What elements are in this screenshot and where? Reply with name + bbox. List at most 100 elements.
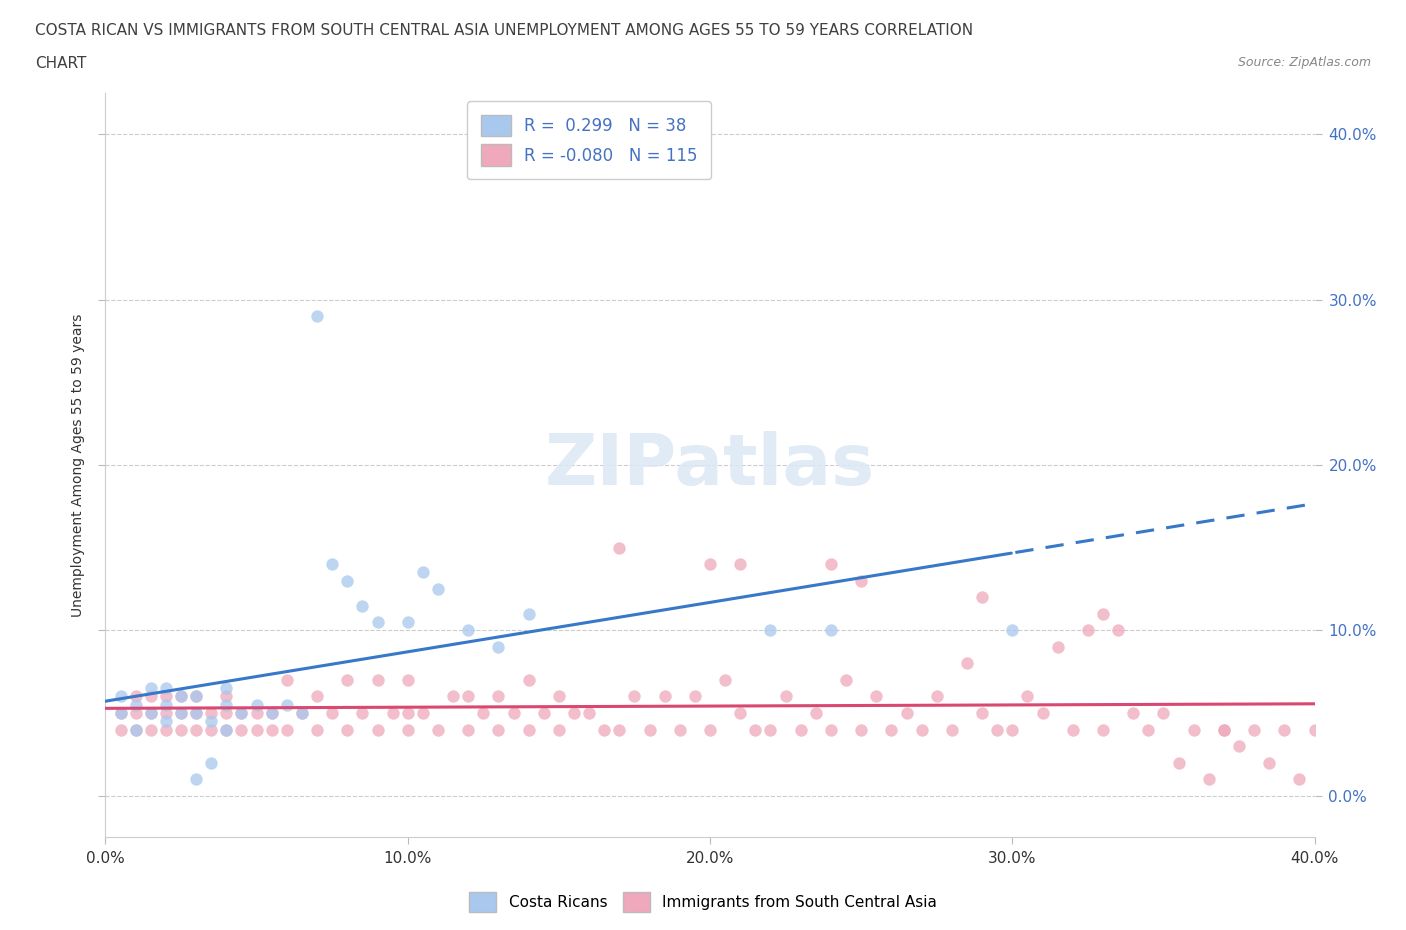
Point bbox=[986, 722, 1008, 737]
Text: CHART: CHART bbox=[35, 56, 87, 71]
Point bbox=[231, 706, 253, 721]
Point bbox=[593, 722, 616, 737]
Point bbox=[215, 722, 238, 737]
Point bbox=[215, 722, 238, 737]
Point bbox=[307, 722, 329, 737]
Point bbox=[139, 706, 162, 721]
Point bbox=[548, 722, 571, 737]
Point bbox=[1212, 722, 1236, 737]
Point bbox=[231, 722, 253, 737]
Point bbox=[1032, 706, 1054, 721]
Point bbox=[1212, 722, 1236, 737]
Point bbox=[155, 681, 177, 696]
Point bbox=[849, 722, 872, 737]
Point bbox=[125, 722, 148, 737]
Point bbox=[110, 706, 132, 721]
Point bbox=[941, 722, 963, 737]
Point bbox=[1092, 606, 1115, 621]
Point bbox=[110, 689, 132, 704]
Point bbox=[427, 722, 450, 737]
Point bbox=[925, 689, 948, 704]
Point bbox=[699, 722, 721, 737]
Point bbox=[775, 689, 797, 704]
Point bbox=[139, 706, 162, 721]
Point bbox=[307, 309, 329, 324]
Point bbox=[562, 706, 585, 721]
Point bbox=[730, 706, 752, 721]
Point bbox=[260, 706, 283, 721]
Point bbox=[396, 615, 419, 630]
Point bbox=[155, 706, 177, 721]
Point bbox=[215, 698, 238, 712]
Point bbox=[1017, 689, 1039, 704]
Point bbox=[956, 656, 979, 671]
Point bbox=[396, 722, 419, 737]
Point bbox=[215, 681, 238, 696]
Point bbox=[714, 672, 737, 687]
Point bbox=[517, 606, 540, 621]
Point bbox=[638, 722, 661, 737]
Point bbox=[488, 722, 510, 737]
Point bbox=[820, 722, 842, 737]
Point bbox=[730, 557, 752, 572]
Point bbox=[759, 722, 782, 737]
Point bbox=[970, 706, 993, 721]
Point bbox=[125, 722, 148, 737]
Text: COSTA RICAN VS IMMIGRANTS FROM SOUTH CENTRAL ASIA UNEMPLOYMENT AMONG AGES 55 TO : COSTA RICAN VS IMMIGRANTS FROM SOUTH CEN… bbox=[35, 23, 973, 38]
Point bbox=[744, 722, 766, 737]
Point bbox=[352, 598, 374, 613]
Legend: R =  0.299   N = 38, R = -0.080   N = 115: R = 0.299 N = 38, R = -0.080 N = 115 bbox=[467, 101, 711, 179]
Point bbox=[352, 706, 374, 721]
Point bbox=[609, 722, 631, 737]
Point bbox=[246, 706, 269, 721]
Point bbox=[307, 689, 329, 704]
Point bbox=[1122, 706, 1144, 721]
Point bbox=[336, 672, 359, 687]
Point bbox=[170, 689, 193, 704]
Point bbox=[820, 557, 842, 572]
Point bbox=[291, 706, 314, 721]
Point bbox=[1303, 722, 1326, 737]
Point bbox=[186, 772, 208, 787]
Point bbox=[366, 722, 388, 737]
Point bbox=[412, 565, 434, 580]
Point bbox=[366, 615, 388, 630]
Point bbox=[533, 706, 555, 721]
Point bbox=[699, 557, 721, 572]
Point bbox=[186, 689, 208, 704]
Point bbox=[381, 706, 404, 721]
Point bbox=[820, 623, 842, 638]
Point bbox=[155, 722, 177, 737]
Point bbox=[1227, 738, 1250, 753]
Point bbox=[276, 722, 298, 737]
Point bbox=[1077, 623, 1099, 638]
Point bbox=[835, 672, 858, 687]
Point bbox=[110, 722, 132, 737]
Point bbox=[396, 706, 419, 721]
Point bbox=[412, 706, 434, 721]
Point bbox=[849, 573, 872, 588]
Point bbox=[457, 623, 479, 638]
Point bbox=[1092, 722, 1115, 737]
Point bbox=[517, 722, 540, 737]
Point bbox=[911, 722, 934, 737]
Point bbox=[865, 689, 887, 704]
Point bbox=[139, 689, 162, 704]
Point bbox=[125, 706, 148, 721]
Point bbox=[276, 698, 298, 712]
Point bbox=[170, 706, 193, 721]
Point bbox=[155, 698, 177, 712]
Point bbox=[155, 714, 177, 729]
Point bbox=[155, 689, 177, 704]
Point bbox=[260, 722, 283, 737]
Point bbox=[186, 722, 208, 737]
Point bbox=[1046, 640, 1069, 655]
Point bbox=[1167, 755, 1189, 770]
Point bbox=[321, 557, 343, 572]
Point bbox=[125, 689, 148, 704]
Point bbox=[517, 672, 540, 687]
Text: ZIPatlas: ZIPatlas bbox=[546, 431, 875, 499]
Point bbox=[170, 706, 193, 721]
Point bbox=[186, 706, 208, 721]
Point bbox=[139, 681, 162, 696]
